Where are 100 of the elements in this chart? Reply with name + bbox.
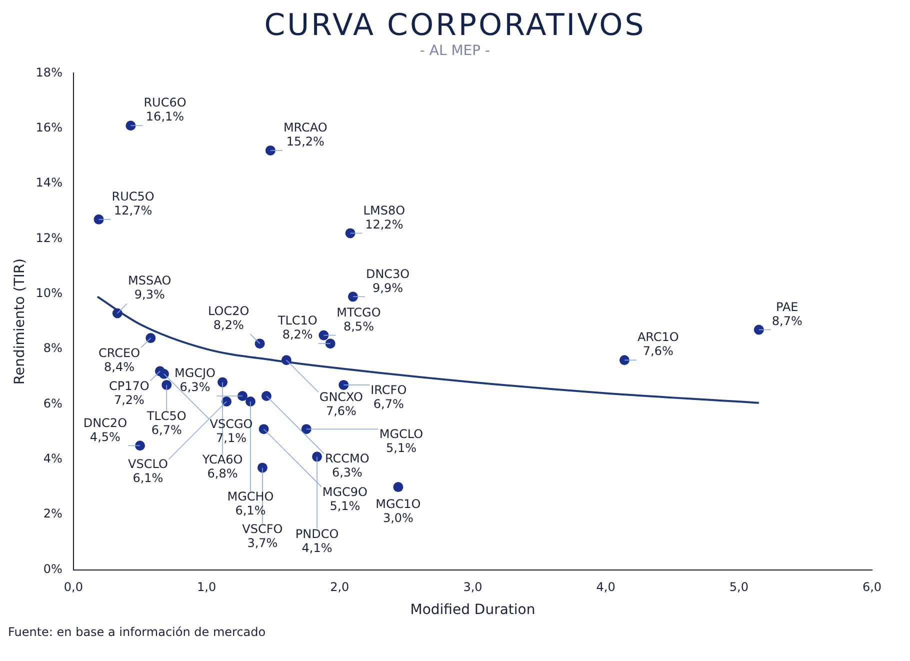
annotation: LMS8O xyxy=(363,203,406,218)
annotation: RCCMO xyxy=(325,452,370,466)
point xyxy=(318,330,329,340)
point xyxy=(265,145,276,156)
data-label: 7,6% xyxy=(642,344,674,358)
data-label: 7,2% xyxy=(114,392,144,407)
annotation: VSCFO xyxy=(242,522,283,536)
data-label: 8,2% xyxy=(213,318,244,332)
annotation: PNDCO xyxy=(295,526,339,541)
point xyxy=(218,377,228,388)
point xyxy=(258,424,269,434)
y-tick-label: 4% xyxy=(43,452,62,466)
point xyxy=(325,338,336,349)
annotation: MGC1O xyxy=(376,497,421,512)
point xyxy=(112,308,122,318)
point xyxy=(619,355,630,366)
x-tick-label: 1,0 xyxy=(197,580,216,594)
data-label: 6,8% xyxy=(207,466,238,480)
point xyxy=(245,396,256,407)
point xyxy=(158,368,169,379)
x-tick-label: 5,0 xyxy=(729,580,748,594)
point xyxy=(146,333,156,344)
data-label: 6,1% xyxy=(132,471,164,486)
data-label: 5,1% xyxy=(330,498,360,513)
y-tick-label: 12% xyxy=(36,230,62,245)
data-label: 8,7% xyxy=(772,314,802,328)
annotation: MGCHO xyxy=(227,490,274,504)
y-tick-label: 10% xyxy=(36,286,62,300)
data-label: 6,3% xyxy=(332,466,362,480)
annotation: MGCLO xyxy=(379,427,424,442)
chart-title: CURVA CORPORATIVOS xyxy=(263,8,647,43)
point xyxy=(135,440,146,451)
data-label: 6,7% xyxy=(373,397,404,412)
y-tick-label: 8% xyxy=(43,341,62,356)
y-tick-label: 18% xyxy=(36,65,62,80)
point xyxy=(254,338,265,349)
point xyxy=(338,380,349,390)
y-tick-label: 0% xyxy=(43,562,62,576)
annotation: RUC5O xyxy=(112,190,154,204)
data-label: 9,9% xyxy=(372,280,404,295)
point xyxy=(162,380,172,390)
annotation: VSCLO xyxy=(128,457,168,472)
data-label: 3,7% xyxy=(247,536,278,550)
data-label: 6,7% xyxy=(151,423,182,438)
source-note: Fuente: en base a información de mercado xyxy=(8,625,267,639)
annotation: CRCEO xyxy=(98,346,140,360)
data-label: 12,2% xyxy=(365,217,404,232)
annotation: TLC1O xyxy=(276,314,318,328)
x-tick-label: 2,0 xyxy=(330,580,350,594)
annotation: DNC2O xyxy=(83,416,128,430)
data-label: 5,1% xyxy=(386,441,416,456)
point xyxy=(348,292,358,302)
point xyxy=(312,452,322,462)
data-label: 4,5% xyxy=(90,430,120,444)
point xyxy=(754,324,764,335)
annotation: RUC6O xyxy=(144,96,186,110)
data-label: 15,2% xyxy=(286,134,324,149)
annotation: DNC3O xyxy=(366,266,410,281)
y-tick-label: 2% xyxy=(43,506,62,521)
y-tick-label: 6% xyxy=(43,396,62,410)
point xyxy=(281,355,292,366)
annotation: LOC2O xyxy=(208,304,250,318)
point xyxy=(126,120,136,131)
data-label: 6,3% xyxy=(180,380,210,394)
x-tick-label: 0,0 xyxy=(64,580,84,594)
data-label: 8,4% xyxy=(104,360,135,374)
annotation: CP17O xyxy=(109,378,150,393)
data-label: 9,3% xyxy=(134,288,165,302)
point xyxy=(257,462,268,473)
annotation: YCA6O xyxy=(201,452,243,466)
data-label: 8,5% xyxy=(343,319,374,334)
annotation: IRCFO xyxy=(370,383,407,398)
x-tick-label: 4,0 xyxy=(596,580,616,594)
annotation: VSCGO xyxy=(210,416,253,431)
x-tick-label: 3,0 xyxy=(463,580,482,594)
data-label: 4,1% xyxy=(302,540,332,555)
y-tick-label: 14% xyxy=(36,176,62,190)
point xyxy=(237,390,248,401)
point xyxy=(261,390,272,401)
x-axis-title: Modified Duration xyxy=(410,602,536,618)
annotation: MGC9O xyxy=(322,484,368,499)
annotation: ARC1O xyxy=(637,330,679,344)
annotation: MRCAO xyxy=(283,120,328,135)
annotation: PAE xyxy=(776,300,798,314)
annotation: MSSAO xyxy=(128,274,172,288)
point xyxy=(345,228,356,238)
data-label: 8,2% xyxy=(282,328,313,342)
annotation: MTCGO xyxy=(336,305,381,320)
y-axis-title: Rendimiento (TIR) xyxy=(12,258,28,385)
annotation: MGCJO xyxy=(174,366,216,380)
data-label: 16,1% xyxy=(146,110,184,124)
annotation: GNCXO xyxy=(319,390,363,404)
chart-subtitle: - AL MEP - xyxy=(418,43,492,59)
annotation: TLC5O xyxy=(146,409,186,424)
data-label: 7,1% xyxy=(216,430,246,445)
point xyxy=(393,482,404,492)
data-label: 6,1% xyxy=(235,504,266,518)
data-label: 3,0% xyxy=(382,511,414,526)
data-label: 12,7% xyxy=(114,204,152,218)
x-tick-label: 6,0 xyxy=(862,580,882,594)
